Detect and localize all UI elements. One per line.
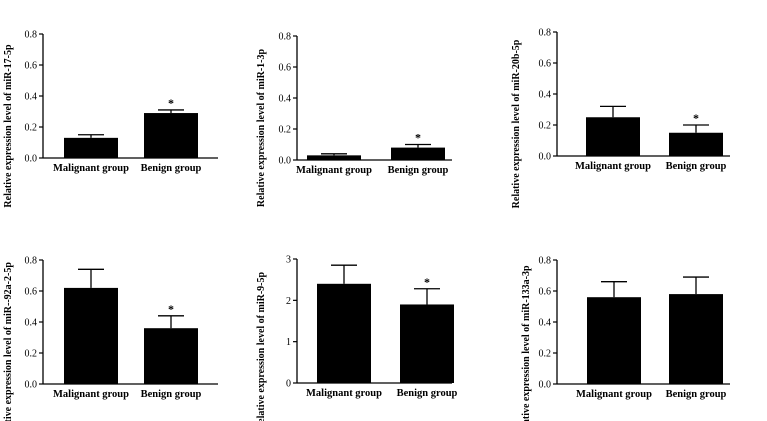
y-tick-label: 1 [286, 337, 291, 348]
chart-panel-2: 0.0 0.2 0.4 0.6 0.8 Malignant group * Benign gr… [256, 32, 452, 208]
bar-malignant [64, 137, 118, 158]
y-tick-label: 0.6 [25, 287, 38, 298]
y-tick-label: 0.8 [539, 256, 552, 267]
y-axis-title: Relative expression level of miR-20b-5p [511, 39, 522, 208]
bar-malignant [317, 283, 371, 383]
x-category-label: Benign group [666, 161, 727, 172]
x-category-label: Malignant group [575, 161, 651, 172]
y-axis-title: Relative expression level of miR-133a-3p [521, 265, 532, 421]
y-tick-label: 0.0 [25, 380, 38, 391]
bar-benign [391, 147, 445, 160]
bar-malignant [307, 155, 361, 160]
x-category-label: Benign group [388, 165, 449, 176]
bar-benign [144, 328, 198, 384]
x-category-label: Malignant group [53, 389, 129, 400]
y-tick-label: 0.6 [279, 63, 292, 74]
chart-panel-3: 0.0 0.2 0.4 0.6 0.8 Malignant group * Benign gr… [511, 28, 730, 208]
y-tick-label: 0.2 [539, 349, 552, 360]
y-tick-label: 0.2 [25, 349, 38, 360]
y-tick-label: 0.6 [539, 59, 552, 70]
x-category-label: Benign group [397, 388, 458, 399]
y-tick-label: 0.6 [25, 61, 38, 72]
x-category-label: Benign group [666, 389, 727, 400]
y-tick-label: 0.4 [539, 318, 552, 329]
chart-panel-4: 0.0 0.2 0.4 0.6 0.8 Malignant group * Benign gr… [3, 256, 218, 421]
y-tick-label: 0.0 [279, 156, 292, 167]
y-tick-label: 0.4 [539, 90, 552, 101]
y-tick-label: 0.8 [539, 28, 552, 39]
x-category-label: Benign group [141, 389, 202, 400]
y-tick-label: 3 [286, 255, 291, 266]
chart-panel-1: 0.0 0.2 0.4 0.6 0.8 Malignant group * Benign gr… [3, 30, 218, 208]
y-tick-label: 0.4 [279, 94, 292, 105]
x-category-label: Malignant group [53, 163, 129, 174]
y-tick-label: 0.6 [539, 287, 552, 298]
y-axis-title: Relative expression level of miR-9-5p [256, 272, 267, 421]
x-category-label: Malignant group [296, 165, 372, 176]
bar-benign [669, 132, 723, 156]
significance-mark: * [415, 131, 421, 145]
significance-mark: * [168, 302, 174, 316]
y-tick-label: 0.0 [539, 380, 552, 391]
x-category-label: Malignant group [576, 389, 652, 400]
significance-mark: * [693, 111, 699, 125]
bar-malignant [587, 297, 641, 384]
y-tick-label: 0.0 [539, 152, 552, 163]
x-category-label: Malignant group [306, 388, 382, 399]
x-category-label: Benign group [141, 163, 202, 174]
y-tick-label: 0 [286, 379, 291, 390]
bar-benign [144, 113, 198, 158]
y-tick-label: 0.2 [279, 125, 292, 136]
y-tick-label: 0.8 [25, 256, 38, 267]
bar-benign [669, 294, 723, 384]
y-tick-label: 0.4 [25, 92, 38, 103]
y-tick-label: 0.8 [25, 30, 38, 41]
chart-panel-6: 0.0 0.2 0.4 0.6 0.8 Malignant group Benign gro… [521, 256, 730, 421]
y-axis-title: Relative expression level of miR-17-5p [3, 44, 14, 208]
y-tick-label: 0.2 [539, 121, 552, 132]
bar-benign [400, 304, 454, 383]
chart-panel-5: 0 1 2 3 Malignant group * Benign group Relative… [256, 255, 458, 421]
significance-mark: * [168, 96, 174, 110]
significance-mark: * [424, 275, 430, 289]
y-tick-label: 0.4 [25, 318, 38, 329]
bar-malignant [64, 287, 118, 384]
y-tick-label: 0.0 [25, 154, 38, 165]
y-axis-title: Relative expression level of miR--92a-2-… [3, 262, 14, 421]
y-axis-title: Relative expression level of miR-1-3p [256, 49, 267, 208]
y-tick-label: 2 [286, 296, 291, 307]
bar-malignant [586, 117, 640, 156]
y-tick-label: 0.8 [279, 32, 292, 43]
y-tick-label: 0.2 [25, 123, 38, 134]
